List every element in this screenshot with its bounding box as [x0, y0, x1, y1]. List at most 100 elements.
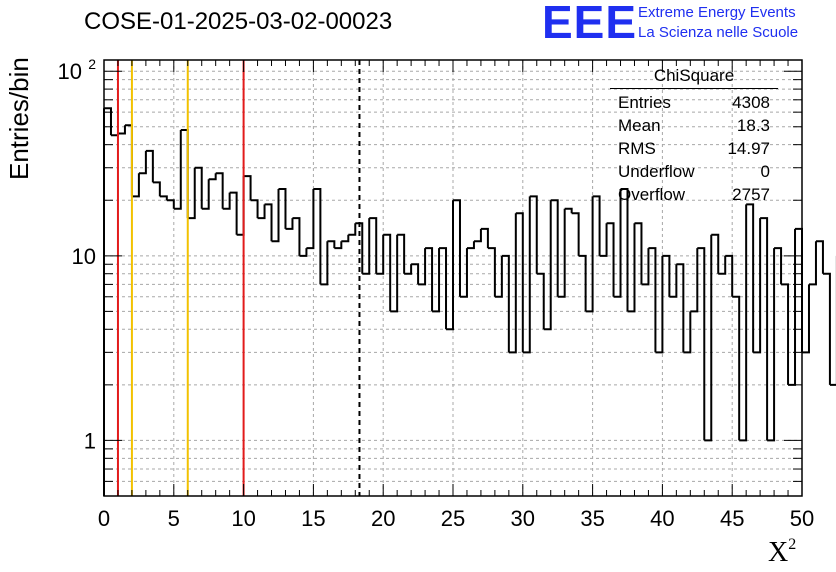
histogram-bin	[739, 204, 748, 442]
histogram-bin	[746, 203, 755, 353]
histogram-bin	[320, 241, 329, 286]
histogram-bin	[627, 223, 636, 313]
histogram-bin	[222, 192, 231, 210]
histogram-bin	[278, 188, 287, 229]
histogram-bin	[341, 234, 350, 243]
x-tick-label: 20	[371, 506, 395, 531]
stats-label: Mean	[618, 116, 661, 135]
histogram-bin	[753, 218, 762, 354]
histogram-bin	[697, 247, 706, 441]
histogram-bin	[166, 199, 175, 209]
histogram-bin	[536, 272, 545, 330]
histogram-bin	[292, 217, 301, 256]
histogram-bin	[732, 295, 741, 441]
histogram-bin	[208, 173, 217, 181]
histogram-bin	[494, 255, 503, 298]
histogram-bin	[648, 247, 657, 353]
histogram-bin	[634, 222, 643, 285]
histogram-bin	[383, 233, 392, 312]
x-tick-label: 45	[720, 506, 744, 531]
histogram-bin	[662, 254, 671, 297]
histogram-bin	[641, 248, 650, 286]
stats-title: ChiSquare	[610, 66, 778, 89]
histogram-bin	[215, 172, 224, 209]
stats-value: 2757	[732, 185, 770, 204]
marker-lines	[116, 60, 361, 496]
histogram-bin	[439, 247, 448, 330]
histogram-bin	[117, 125, 126, 135]
histogram-bin	[250, 199, 259, 219]
histogram-bin	[285, 218, 294, 230]
histogram-bin	[767, 248, 776, 442]
stats-row-overflow: Overflow 2757	[610, 183, 778, 206]
histogram-bin	[446, 200, 454, 331]
chart-title: COSE-01-2025-03-02-00023	[84, 8, 393, 35]
histogram-bin	[725, 254, 734, 297]
histogram-bin	[194, 166, 203, 209]
histogram-bin	[822, 272, 831, 385]
histogram-bin	[718, 255, 727, 275]
histogram-bin	[459, 248, 468, 298]
histogram-bin	[788, 228, 797, 386]
stats-row-rms: RMS 14.97	[610, 137, 778, 160]
x-axis-label-base: X	[768, 537, 789, 568]
x-axis-label: X2	[768, 536, 796, 569]
histogram-bin	[802, 284, 810, 354]
histogram-bin	[543, 200, 552, 331]
histogram-bin	[571, 212, 580, 256]
logo-line-2: La Scienza nelle Scuole	[638, 24, 799, 41]
histogram-bin	[690, 248, 699, 313]
stats-label: RMS	[618, 139, 656, 158]
histogram-bin	[201, 179, 210, 210]
y-tick-label: 10	[58, 59, 82, 84]
histogram-bin	[180, 129, 189, 219]
stats-row-entries: Entries 4308	[610, 91, 778, 114]
histogram-bin	[327, 240, 336, 249]
histogram-bin	[564, 207, 573, 214]
histogram-bin	[815, 240, 824, 274]
x-tick-label: 15	[301, 506, 325, 531]
histogram-bin	[152, 181, 161, 197]
histogram-bin	[187, 167, 196, 220]
histogram-bin	[271, 189, 280, 243]
x-axis-label-superscript: 2	[788, 536, 797, 553]
histogram-bin	[829, 255, 836, 386]
histogram-bin	[592, 195, 601, 256]
histogram-bin	[620, 188, 629, 312]
histogram-bin	[480, 227, 489, 249]
histogram-bin	[466, 241, 475, 250]
histogram-bin	[473, 228, 482, 243]
eee-logo-mark: EEE	[542, 0, 638, 48]
y-tick-label: 1	[84, 428, 96, 453]
histogram-bin	[264, 203, 273, 242]
histogram-marks	[103, 107, 836, 496]
histogram-bin	[376, 234, 385, 275]
histogram-bin	[229, 191, 238, 235]
histogram-bin	[257, 204, 266, 220]
histogram-bin	[411, 263, 420, 285]
histogram-bin	[362, 218, 371, 275]
histogram-bin	[138, 150, 147, 175]
histogram-bin	[515, 212, 524, 353]
histogram-bin	[599, 223, 608, 257]
histogram-bin	[159, 195, 168, 201]
histogram-bin	[390, 234, 399, 313]
stats-box: ChiSquare Entries 4308 Mean 18.3 RMS 14.…	[610, 66, 778, 206]
stats-row-underflow: Underflow 0	[610, 160, 778, 183]
histogram-bin	[613, 189, 622, 298]
histogram-bin	[355, 222, 364, 274]
x-tick-label: 30	[511, 506, 535, 531]
histogram-bin	[243, 175, 252, 201]
histogram-bin	[313, 188, 322, 285]
x-tick-label: 0	[98, 506, 110, 531]
histogram-bin	[404, 264, 413, 275]
x-tick-label: 25	[441, 506, 465, 531]
histogram-bin	[669, 264, 678, 298]
stats-value: 14.97	[727, 139, 770, 158]
histogram-bin	[418, 248, 427, 286]
stats-label: Overflow	[618, 185, 686, 204]
histogram-bin	[808, 241, 817, 286]
axes: 0 5 10 15 20 25 30 35 40 45 50 1 10 10 2	[58, 56, 815, 531]
histogram-bin	[487, 247, 496, 297]
histogram-bin	[774, 247, 783, 285]
